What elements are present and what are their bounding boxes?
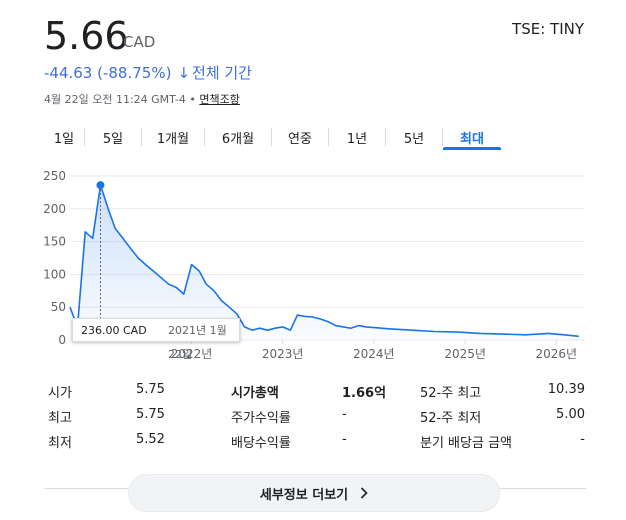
price-change: -44.63 (-88.75%) ↓ 전체 기간	[44, 62, 252, 83]
tab-separator	[271, 128, 272, 146]
tab-separator	[204, 128, 205, 146]
stat-label: 52-주 최고	[420, 386, 482, 401]
chart-tooltip: 236.00 CAD 2021년 1월 22일	[72, 318, 240, 361]
y-tick-label: 50	[51, 300, 66, 314]
stat-value: 5.00	[556, 407, 585, 422]
stat-label: 배당수익률	[231, 436, 291, 451]
y-tick-label: 150	[43, 235, 66, 249]
stat-value: 1.66억	[342, 386, 387, 401]
tab-4[interactable]: 6개월	[221, 132, 255, 147]
x-tick-label: 2024년	[353, 347, 395, 361]
disclaimer-link[interactable]: 면책조항	[199, 93, 240, 106]
stats-row: 최고 5.75 주가수익률 - 52-주 최저 5.00	[44, 407, 589, 432]
hover-point	[96, 181, 105, 190]
stat-label: 주가수익률	[231, 411, 291, 426]
price-chart[interactable]: 0 50 100 150 200 250 2022년 2023년 2024년 2025년 2026년	[0, 160, 626, 370]
tooltip-price: 236.00 CAD	[81, 324, 147, 337]
tab-1[interactable]: 1일	[53, 132, 75, 147]
tab-7[interactable]: 5년	[403, 132, 425, 147]
stat-label: 분기 배당금 금액	[420, 436, 512, 451]
timestamp-text: 4월 22일 오전 11:24 GMT-4 •	[44, 93, 196, 106]
stat-label: 52-주 최저	[420, 411, 482, 426]
y-tick-label: 100	[43, 267, 66, 281]
more-details-button[interactable]: 세부정보 더보기	[128, 474, 500, 512]
quote-timestamp: 4월 22일 오전 11:24 GMT-4 • 면책조항	[44, 91, 240, 107]
more-details-label: 세부정보 더보기	[259, 487, 349, 503]
stat-value: -	[342, 432, 347, 447]
stat-value: 5.75	[136, 407, 165, 422]
ticker-symbol: TSE: TINY	[512, 20, 584, 38]
stat-value: -	[342, 407, 347, 422]
stat-label: 시가	[48, 386, 72, 401]
x-tick-label: 2025년	[444, 347, 486, 361]
price-area	[70, 185, 579, 340]
tab-8[interactable]: 최대	[443, 124, 501, 150]
tab-separator	[141, 128, 142, 146]
range-tabs: 1일 5일 1개월 6개월 연중 1년 5년 최대	[44, 124, 501, 154]
tab-separator	[328, 128, 329, 146]
change-period: 전체 기간	[192, 64, 252, 82]
down-arrow-icon: ↓	[177, 64, 191, 82]
stat-label: 시가총액	[231, 386, 279, 401]
current-price: 5.66	[44, 14, 129, 58]
tab-separator	[442, 128, 443, 146]
stats-table: 시가 5.75 시가총액 1.66억 52-주 최고 10.39 최고 5.75…	[44, 382, 589, 457]
stat-value: -	[580, 432, 585, 447]
tab-separator	[84, 128, 85, 146]
y-tick-label: 200	[43, 202, 66, 216]
tab-separator	[385, 128, 386, 146]
stats-row: 시가 5.75 시가총액 1.66억 52-주 최고 10.39	[44, 382, 589, 407]
y-tick-label: 0	[58, 333, 66, 347]
stat-label: 최저	[48, 436, 72, 451]
stats-row: 최저 5.52 배당수익률 - 분기 배당금 금액 -	[44, 432, 589, 457]
tab-5[interactable]: 연중	[288, 132, 312, 147]
price-line	[69, 184, 579, 338]
stat-value: 5.75	[136, 382, 165, 397]
price-change-value: -44.63 (-88.75%)	[44, 64, 172, 82]
stat-label: 최고	[48, 411, 72, 426]
tab-6[interactable]: 1년	[346, 132, 368, 147]
chevron-right-icon	[361, 487, 368, 499]
currency-label: CAD	[123, 33, 156, 51]
x-tick-label: 2026년	[535, 347, 577, 361]
tab-2[interactable]: 5일	[102, 132, 124, 147]
x-tick-label: 2022년	[171, 347, 213, 361]
x-tick-label: 2023년	[262, 347, 304, 361]
stat-value: 5.52	[136, 432, 165, 447]
tooltip-date: 2021년 1월 22일	[168, 324, 227, 361]
tab-3[interactable]: 1개월	[156, 132, 190, 147]
y-tick-label: 250	[43, 169, 66, 183]
stat-value: 10.39	[547, 382, 585, 397]
